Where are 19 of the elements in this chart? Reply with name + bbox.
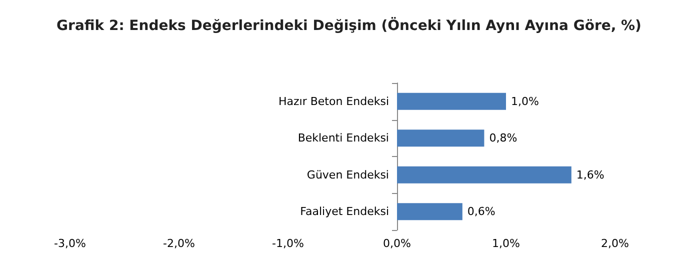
x-tick-label: 2,0% bbox=[601, 237, 629, 250]
data-label: 1,6% bbox=[576, 168, 604, 182]
bar bbox=[397, 166, 572, 184]
x-tick-label: -3,0% bbox=[54, 237, 86, 250]
data-label: 1,0% bbox=[511, 94, 539, 108]
y-tick-label: Faaliyet Endeksi bbox=[300, 205, 389, 218]
x-tick-label: -1,0% bbox=[272, 237, 304, 250]
chart-title: Grafik 2: Endeks Değerlerindeki Değişim (Önceki Yılın Aynı Ayına Göre, %) bbox=[56, 17, 642, 34]
y-tick-label: Hazır Beton Endeksi bbox=[278, 94, 389, 108]
x-tick-label: 0,0% bbox=[383, 237, 411, 250]
x-tick-label: -2,0% bbox=[163, 237, 195, 250]
bar bbox=[397, 92, 506, 110]
data-label: 0,8% bbox=[489, 132, 518, 145]
y-tick-label: Güven Endeksi bbox=[306, 168, 389, 182]
bar bbox=[397, 130, 484, 147]
bar bbox=[397, 203, 462, 220]
x-tick-label: 1,0% bbox=[492, 237, 520, 250]
data-label: 0,6% bbox=[467, 205, 496, 218]
y-tick-label: Beklenti Endeksi bbox=[298, 132, 389, 145]
